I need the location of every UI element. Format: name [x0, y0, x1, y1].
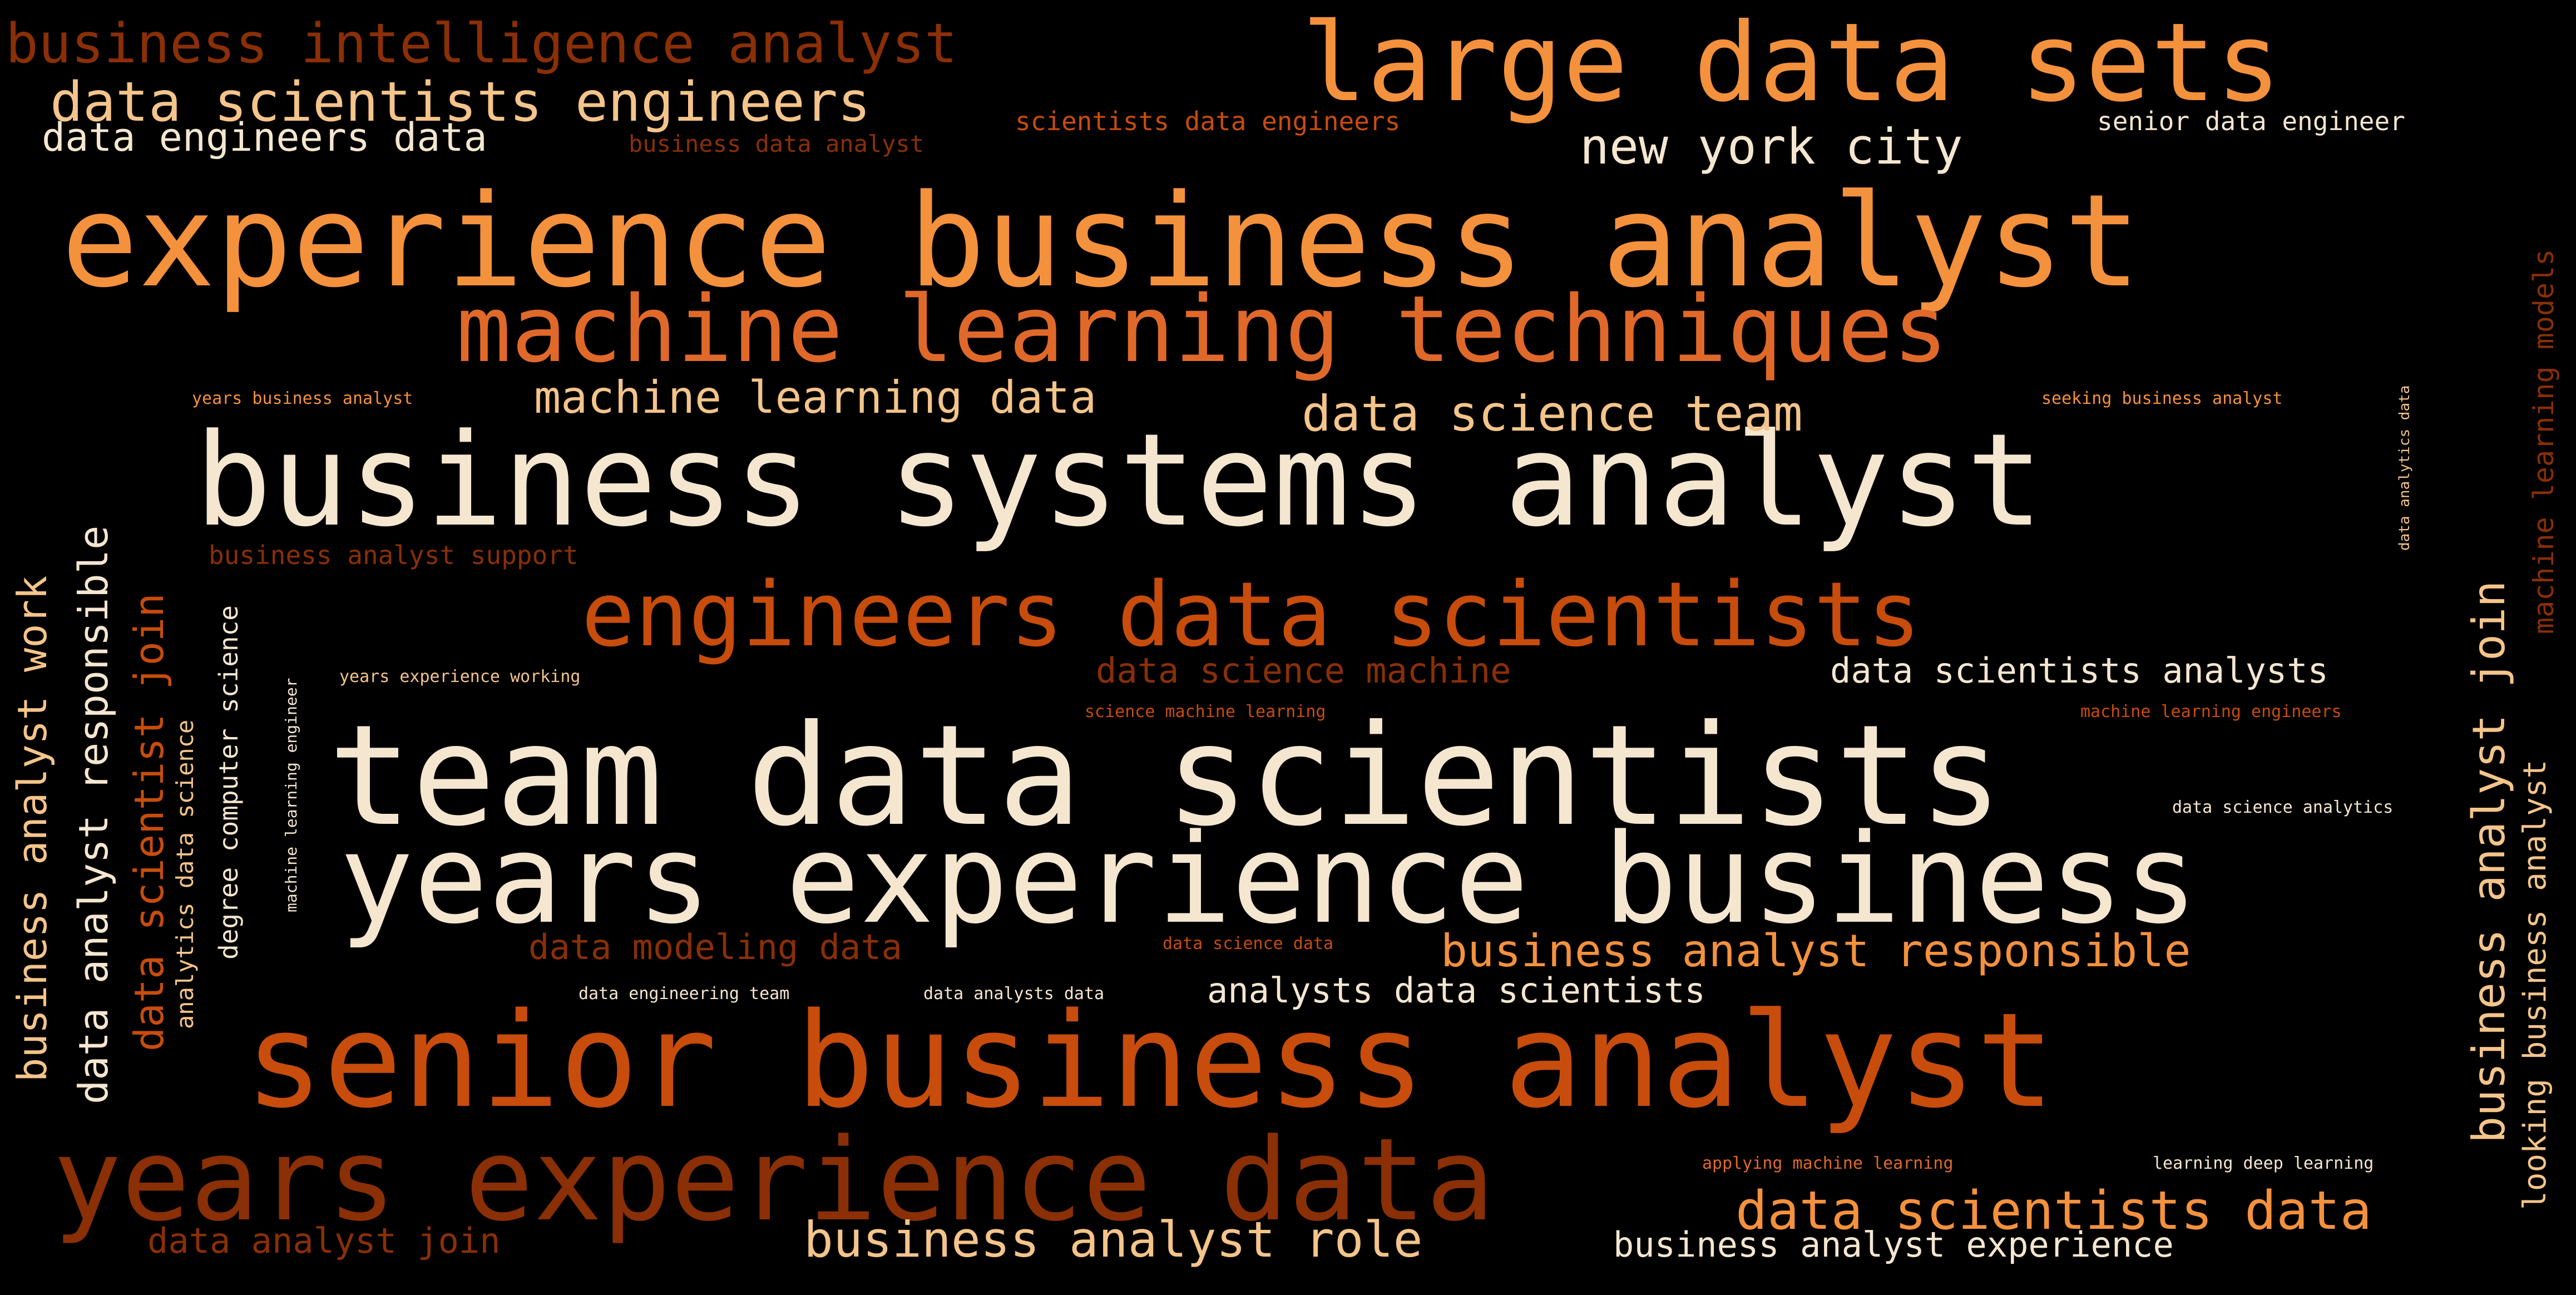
word-business-analyst-role: business analyst role [804, 1211, 1423, 1268]
word-data-engineers-data: data engineers data [42, 115, 487, 160]
word-years-experience-business: years experience business [339, 808, 2198, 951]
word-experience-business-analyst: experience business analyst [61, 167, 2141, 316]
word-senior-data-engineer: senior data engineer [2097, 106, 2405, 136]
word-business-analyst-responsible: business analyst responsible [1441, 925, 2191, 977]
word-data-scientist-join: data scientist join [126, 593, 172, 1051]
word-machine-learning-engineers: machine learning engineers [2080, 702, 2342, 721]
word-machine-learning-engineer: machine learning engineer [282, 678, 300, 912]
word-data-analyst-responsible: data analyst responsible [70, 525, 117, 1104]
word-data-science-analytics: data science analytics [2172, 798, 2394, 817]
word-years-business-analyst: years business analyst [192, 389, 413, 408]
word-data-science-data: data science data [1163, 934, 1334, 953]
word-analytics-data-science: analytics data science [171, 719, 199, 1029]
word-machine-learning-models: machine learning models [2528, 249, 2560, 634]
word-large-data-sets: large data sets [1302, 0, 2281, 126]
word-data-analysts-data: data analysts data [923, 984, 1105, 1004]
word-data-science-team: data science team [1302, 385, 1803, 442]
word-business-intelligence-analyst: business intelligence analyst [6, 12, 958, 76]
word-science-machine-learning: science machine learning [1085, 702, 1326, 721]
word-engineers-data-scientists: engineers data scientists [581, 562, 1921, 666]
word-analysts-data-scientists: analysts data scientists [1207, 970, 1705, 1011]
word-business-analyst-join: business analyst join [2463, 580, 2515, 1143]
word-business-data-analyst: business data analyst [629, 130, 924, 157]
word-seeking-business-analyst: seeking business analyst [2041, 389, 2283, 408]
word-business-systems-analyst: business systems analyst [195, 407, 2044, 555]
word-new-york-city: new york city [1580, 118, 1963, 175]
word-learning-deep-learning: learning deep learning [2153, 1154, 2374, 1173]
word-data-engineering-team: data engineering team [579, 984, 790, 1004]
word-machine-learning-data: machine learning data [534, 372, 1097, 423]
word-years-experience-data: years experience data [53, 1114, 1495, 1247]
word-data-scientists-engineers: data scientists engineers [50, 71, 871, 134]
word-applying-machine-learning: applying machine learning [1702, 1154, 1954, 1173]
word-senior-business-analyst: senior business analyst [245, 985, 2055, 1137]
word-degree-computer-science: degree computer science [214, 605, 244, 960]
word-looking-business-analyst: looking business analyst [2517, 759, 2553, 1210]
word-data-analyst-join: data analyst join [147, 1220, 501, 1261]
word-team-data-scientists: team data scientists [328, 695, 2003, 857]
word-scientists-data-engineers: scientists data engineers [1015, 106, 1401, 136]
word-business-analyst-work: business analyst work [9, 575, 56, 1082]
word-business-analyst-support: business analyst support [209, 540, 579, 570]
word-data-modeling-data: data modeling data [528, 927, 902, 967]
word-data-scientists-analysts: data scientists analysts [1830, 650, 2328, 691]
word-data-scientists-data: data scientists data [1736, 1180, 2372, 1242]
word-business-analyst-experience: business analyst experience [1613, 1224, 2174, 1265]
word-data-analytics-data: data analytics data [2396, 385, 2413, 551]
word-years-experience-working: years experience working [339, 667, 581, 686]
word-data-science-machine: data science machine [1096, 650, 1511, 691]
word-machine-learning-techniques: machine learning techniques [456, 276, 1949, 383]
